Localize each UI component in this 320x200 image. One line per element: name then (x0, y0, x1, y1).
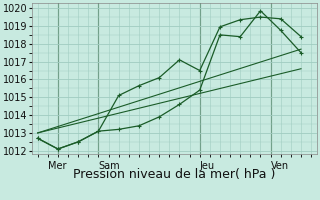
Text: Ven: Ven (271, 161, 289, 171)
Text: Jeu: Jeu (200, 161, 215, 171)
X-axis label: Pression niveau de la mer( hPa ): Pression niveau de la mer( hPa ) (73, 168, 276, 181)
Text: Sam: Sam (99, 161, 120, 171)
Text: Mer: Mer (48, 161, 66, 171)
